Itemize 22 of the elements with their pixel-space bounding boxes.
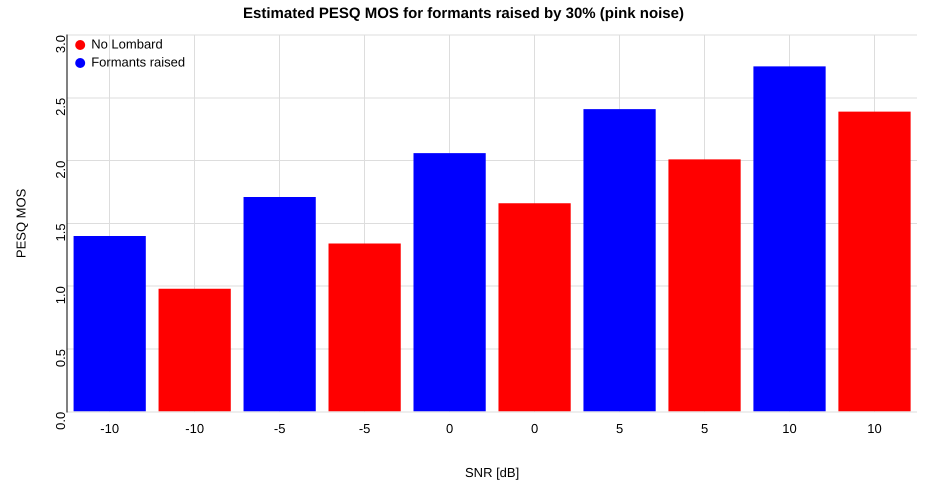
x-tick-label: 10 xyxy=(867,421,882,436)
y-tick-label: 0.0 xyxy=(52,412,68,430)
y-tick-label: 0.5 xyxy=(52,349,68,368)
x-tick-label: 5 xyxy=(700,421,708,436)
x-tick-label: 5 xyxy=(616,421,624,436)
y-tick-label: 3.0 xyxy=(52,35,68,54)
y-tick-label: 1.5 xyxy=(52,223,68,242)
x-tick-label: -5 xyxy=(274,421,286,436)
x-tick-label: 0 xyxy=(530,421,538,436)
y-axis-title: PESQ MOS xyxy=(13,188,28,258)
y-tick-label: 2.0 xyxy=(52,160,68,179)
y-tick-label: 2.5 xyxy=(52,98,68,116)
chart-title: Estimated PESQ MOS for formants raised by 30% (pink noise) xyxy=(243,5,684,22)
legend-label: No Lombard xyxy=(91,36,163,52)
x-axis-title: SNR [dB] xyxy=(465,464,520,480)
x-tick-label: 0 xyxy=(446,421,454,436)
x-tick-label: -10 xyxy=(185,421,204,436)
x-tick-label: -10 xyxy=(100,421,120,436)
x-tick-label: 10 xyxy=(782,421,797,436)
y-tick-label: 1.0 xyxy=(52,286,68,304)
legend-label: Formants raised xyxy=(91,54,186,70)
x-tick-label: -5 xyxy=(358,421,370,436)
